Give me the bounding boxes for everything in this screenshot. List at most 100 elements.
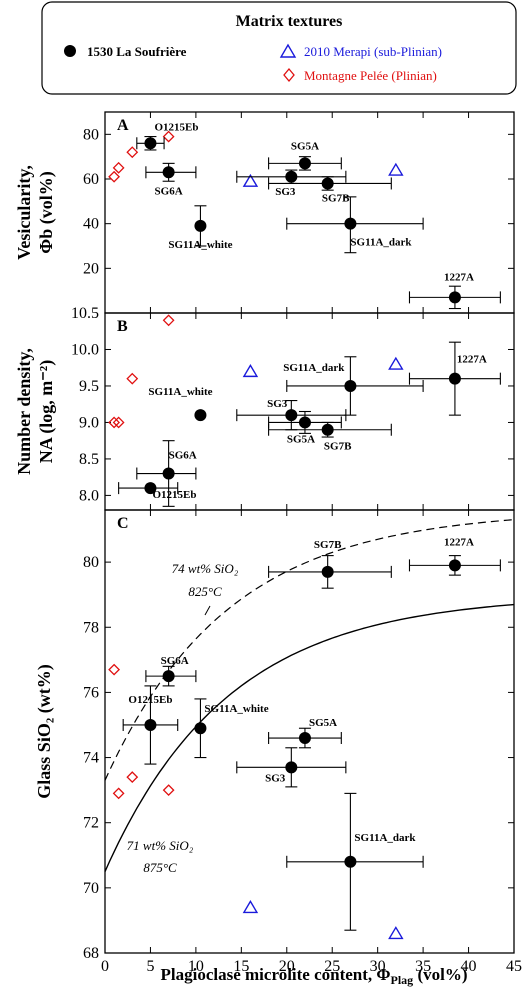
merapi-point — [388, 356, 404, 370]
point-label: SG11A_dark — [354, 832, 416, 844]
y-tick-label: 60 — [83, 171, 99, 188]
y-axis-title: Φb (vol%) — [36, 171, 57, 253]
soufriere-point — [321, 565, 334, 578]
y-tick-label: 68 — [83, 945, 99, 962]
y-tick-label: 9.0 — [79, 414, 99, 431]
soufriere-point — [298, 157, 311, 170]
x-tick-label: 15 — [233, 958, 249, 975]
panel-letter: B — [117, 318, 128, 335]
legend-pelee-label: Montagne Pelée (Plinian) — [304, 68, 437, 83]
pelee-point — [126, 372, 139, 385]
soufriere-point — [344, 217, 357, 230]
x-tick-label: 10 — [188, 958, 204, 975]
pelee-point — [108, 170, 121, 183]
point-label: 1227A — [457, 354, 487, 366]
y-tick-label: 70 — [83, 880, 99, 897]
pelee-point — [108, 663, 121, 676]
y-tick-label: 74 — [83, 750, 99, 767]
legend-merapi-marker — [279, 43, 297, 58]
curve-74-dashed — [104, 519, 515, 781]
x-axis: 0 5 10 15 20 25 30 35 40 45 — [101, 958, 522, 975]
soufriere-point — [194, 722, 207, 735]
point-label: SG7B — [314, 539, 342, 551]
point-label: SG11A_white — [168, 239, 232, 251]
y-tick-label: 80 — [83, 126, 99, 143]
pelee-point — [162, 130, 175, 143]
point-label: O1215Eb — [154, 121, 198, 133]
soufriere-point — [144, 718, 157, 731]
pelee-point — [112, 416, 125, 429]
point-label: SG6A — [161, 655, 189, 667]
x-tick-label: 40 — [461, 958, 477, 975]
pelee-point — [112, 787, 125, 800]
y-axis-title: Number density, — [14, 348, 34, 475]
panel-a: A 20 40 60 80 Vesicularity, Φb (vol%) O1215Eb SG… — [14, 111, 515, 314]
point-label: SG7B — [322, 192, 350, 204]
soufriere-point — [194, 219, 207, 232]
x-tick-label: 20 — [279, 958, 295, 975]
merapi-point — [388, 926, 404, 940]
x-tick-label: 25 — [324, 958, 340, 975]
curve-71-solid — [104, 603, 515, 872]
pelee-point — [162, 314, 175, 327]
y-axis-title: Vesicularity, — [14, 165, 34, 260]
y-tick-label: 8.5 — [79, 451, 99, 468]
soufriere-point — [285, 170, 298, 183]
y-tick-label: 72 — [83, 815, 99, 832]
soufriere-point — [321, 423, 334, 436]
point-label: SG5A — [287, 433, 315, 445]
panel-letter: C — [117, 515, 129, 532]
y-tick-label: 9.5 — [79, 378, 99, 395]
y-tick-label: 10.5 — [71, 305, 99, 322]
panel-c-frame — [104, 509, 515, 954]
point-label: SG3 — [267, 398, 288, 410]
soufriere-point — [162, 166, 175, 179]
y-tick-label: 40 — [83, 216, 99, 233]
pelee-point — [162, 784, 175, 797]
legend: Matrix textures 1530 La Soufrière 2010 M… — [41, 1, 517, 95]
point-label: SG6A — [169, 450, 197, 462]
pelee-point — [108, 416, 121, 429]
point-label: SG6A — [155, 185, 183, 197]
soufriere-point — [162, 467, 175, 480]
soufriere-point — [194, 409, 207, 422]
curve-74-temp: 825°C — [188, 584, 222, 599]
point-label: SG11A_white — [204, 703, 268, 715]
point-label: 1227A — [444, 271, 474, 283]
pelee-point — [126, 146, 139, 159]
curve-71-temp: 875°C — [143, 860, 177, 875]
y-tick-label: 8.0 — [79, 487, 99, 504]
soufriere-point — [162, 670, 175, 683]
point-label: O1215Eb — [128, 694, 172, 706]
legend-box — [41, 1, 517, 95]
legend-title: Matrix textures — [236, 13, 343, 30]
soufriere-point — [321, 177, 334, 190]
point-label: O1215Eb — [152, 489, 196, 501]
x-tick-label: 30 — [370, 958, 386, 975]
soufriere-point — [448, 559, 461, 572]
y-tick-label: 78 — [83, 619, 99, 636]
soufriere-point — [344, 855, 357, 868]
point-label: SG11A_dark — [350, 237, 412, 249]
y-tick-label: 76 — [83, 684, 99, 701]
x-tick-label: 45 — [506, 958, 522, 975]
soufriere-point — [448, 291, 461, 304]
x-tick-label: 35 — [415, 958, 431, 975]
x-tick-label: 0 — [101, 958, 109, 975]
soufriere-point — [448, 372, 461, 385]
pelee-point — [112, 161, 125, 174]
curve-74-label: 74 wt% SiO₂ — [172, 561, 239, 576]
merapi-point — [242, 363, 259, 378]
point-label: SG7B — [324, 441, 352, 453]
x-tick-label: 5 — [146, 958, 154, 975]
soufriere-point — [285, 409, 298, 422]
pelee-point — [126, 771, 139, 784]
curve-74-leader — [204, 605, 211, 616]
point-label: SG3 — [265, 772, 286, 784]
point-label: SG3 — [275, 186, 296, 198]
y-tick-label: 80 — [83, 554, 99, 571]
soufriere-point — [144, 482, 157, 495]
legend-merapi-label: 2010 Merapi (sub-Plinian) — [304, 44, 442, 59]
soufriere-point — [285, 761, 298, 774]
